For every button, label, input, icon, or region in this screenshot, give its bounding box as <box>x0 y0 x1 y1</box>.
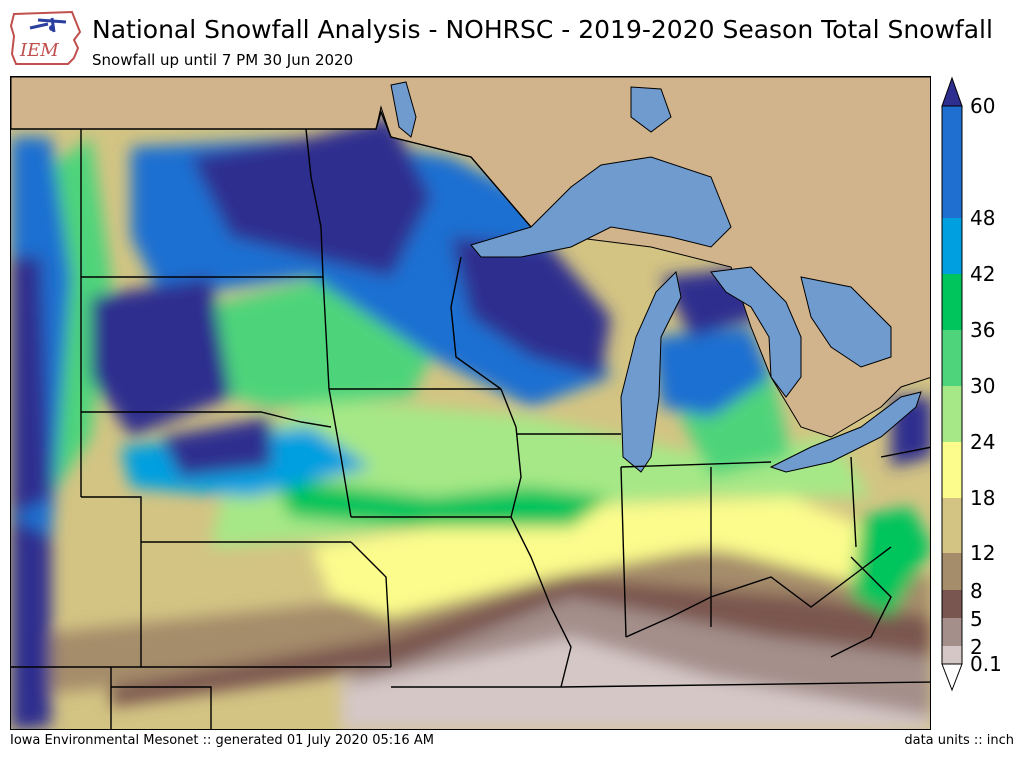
colorbar-2-5 <box>942 618 962 646</box>
colorbar-tick-label: 12 <box>970 541 996 565</box>
colorbar-tick-label: 30 <box>970 374 996 398</box>
colorbar-tick-label: 8 <box>970 579 983 603</box>
colorbar-tick-label: 42 <box>970 262 996 286</box>
il-in-border <box>620 466 627 638</box>
lake-huron <box>710 266 802 398</box>
colorbar-tick-label: 18 <box>970 486 996 510</box>
footer-credit: Iowa Environmental Mesonet :: generated … <box>10 733 434 748</box>
lake-winnipeg <box>390 81 417 138</box>
iowa-state-icon: IEM <box>9 10 82 65</box>
us-canada-border <box>11 109 532 228</box>
snowfall-bands <box>11 117 930 729</box>
snowfall-band <box>191 117 431 277</box>
mississippi-river <box>510 516 572 688</box>
colorbar <box>940 76 964 692</box>
colorbar-tick-label: 60 <box>970 94 996 118</box>
colorbar-24-30 <box>942 386 962 442</box>
colorbar-tick-label: 2 <box>970 635 983 659</box>
ky-tn-border <box>560 681 930 688</box>
wi-mn-border <box>450 256 502 390</box>
snowfall-band <box>451 237 611 377</box>
state-borders <box>11 109 930 729</box>
snowfall-band <box>851 507 930 617</box>
ia-east-border <box>500 388 522 518</box>
colorbar-48-60 <box>942 106 962 218</box>
colorbar-tick-label: 0.1 <box>970 652 1002 676</box>
tx-ok-border <box>111 686 212 729</box>
colorbar-5-8 <box>942 590 962 618</box>
snowfall-band <box>341 637 930 729</box>
snowfall-band <box>161 417 271 477</box>
snowfall-band <box>271 477 611 527</box>
sd-ne-border <box>81 411 332 428</box>
colorbar-svg <box>941 76 963 692</box>
wv-va-border <box>830 556 892 658</box>
snowfall-map <box>10 76 931 730</box>
colorbar-under-arrow <box>941 663 963 692</box>
logo-text: IEM <box>19 40 59 61</box>
lake-erie <box>769 391 922 473</box>
snowfall-band <box>11 517 51 729</box>
colorbar-36-42 <box>942 274 962 330</box>
snowfall-band <box>111 577 930 707</box>
snowfall-band <box>11 547 930 697</box>
colorbar-tick-label: 5 <box>970 607 983 631</box>
footer-units: data units :: inch <box>904 733 1014 748</box>
snowfall-band <box>11 257 51 517</box>
ohio-river <box>625 546 892 638</box>
oh-pa-border <box>850 456 857 548</box>
colorbar-tick-label: 24 <box>970 430 996 454</box>
map-title: National Snowfall Analysis - NOHRSC - 20… <box>92 15 993 44</box>
colorbar-42-48 <box>942 218 962 274</box>
colorbar-18-24 <box>942 442 962 498</box>
lake-superior <box>470 156 732 258</box>
co-ne-border <box>81 496 142 667</box>
nd-mn-border <box>305 128 324 278</box>
colorbar-tick-label: 36 <box>970 318 996 342</box>
colorbar-12-18 <box>942 498 962 553</box>
iem-logo: IEM <box>8 6 84 68</box>
colorbar-tick-label: 48 <box>970 206 996 230</box>
snowfall-map-svg <box>11 77 930 729</box>
colorbar-over-arrow <box>941 76 963 107</box>
lake-nipigon <box>630 86 672 133</box>
canada-land <box>11 77 930 438</box>
colorbar-0.1-2 <box>942 646 962 664</box>
georgian-bay <box>800 276 892 368</box>
ny-pa-border <box>880 446 930 458</box>
mi-in-oh-border <box>620 461 772 468</box>
mn-sd-border <box>322 276 330 390</box>
ks-mo-border <box>350 541 392 668</box>
ia-west-border <box>328 388 352 518</box>
colorbar-8-12 <box>942 553 962 590</box>
great-lakes <box>390 81 922 473</box>
colorbar-30-36 <box>942 330 962 386</box>
snowfall-band <box>91 277 231 437</box>
snowfall-band <box>651 327 771 417</box>
map-subtitle: Snowfall up until 7 PM 30 Jun 2020 <box>92 51 354 69</box>
